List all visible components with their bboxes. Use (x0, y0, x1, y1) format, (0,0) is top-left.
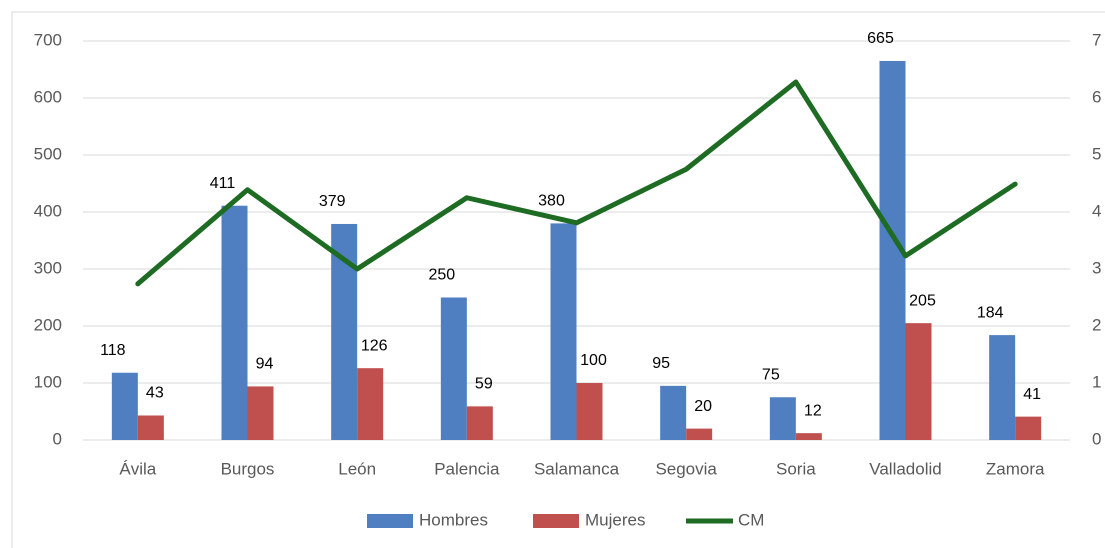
y-tick-label: 500 (34, 144, 62, 163)
bar (795, 433, 822, 440)
data-label: 250 (428, 267, 455, 284)
y2-tick-label: 1 (1092, 372, 1101, 391)
y-tick-label: 400 (34, 201, 62, 220)
legend-label: CM (738, 510, 764, 529)
x-tick-label: Zamora (986, 459, 1045, 478)
y2-tick-label: 6 (1092, 87, 1101, 106)
data-label: 12 (804, 402, 822, 419)
data-label: 205 (909, 292, 936, 309)
bar (686, 428, 713, 440)
data-label: 95 (652, 355, 670, 372)
data-label: 94 (256, 356, 274, 373)
y2-tick-label: 2 (1092, 315, 1101, 334)
y-tick-label: 100 (34, 372, 62, 391)
y2-tick-label: 0 (1092, 429, 1101, 448)
data-label: 59 (475, 376, 493, 393)
data-label: 118 (100, 342, 126, 359)
bar (989, 335, 1016, 440)
bar (221, 205, 248, 440)
x-tick-label: Palencia (434, 459, 500, 478)
y2-tick-label: 4 (1092, 201, 1101, 220)
x-tick-label: Segovia (655, 459, 717, 478)
data-label: 126 (361, 337, 388, 354)
legend-label: Mujeres (585, 510, 645, 529)
bar (550, 223, 577, 440)
bar (769, 397, 796, 440)
bar (331, 223, 358, 440)
x-tick-label: León (338, 459, 376, 478)
x-tick-label: Soria (776, 459, 816, 478)
data-label: 665 (867, 30, 894, 47)
bar (576, 383, 603, 440)
y2-tick-label: 7 (1092, 30, 1101, 49)
data-label: 100 (580, 352, 607, 369)
y2-tick-label: 3 (1092, 258, 1101, 277)
x-tick-label: Burgos (221, 459, 275, 478)
y-tick-label: 200 (34, 315, 62, 334)
y2-tick-label: 5 (1092, 144, 1101, 163)
bar (247, 386, 274, 440)
data-label: 43 (146, 385, 164, 402)
legend-swatch (533, 514, 579, 528)
bar (111, 372, 138, 440)
x-tick-label: Salamanca (534, 459, 620, 478)
data-label: 41 (1023, 386, 1041, 403)
bar (466, 406, 493, 440)
x-tick-label: Ávila (119, 459, 156, 478)
bar (357, 368, 384, 440)
line (135, 79, 1018, 287)
data-label: 184 (977, 304, 1004, 321)
legend-label: Hombres (419, 510, 488, 529)
data-label: 380 (538, 193, 565, 210)
data-label: 411 (210, 175, 236, 192)
y-tick-label: 300 (34, 258, 62, 277)
bar (905, 323, 932, 440)
data-label: 379 (319, 193, 346, 210)
legend-swatch (367, 514, 413, 528)
bar (660, 385, 687, 440)
bar (137, 415, 164, 440)
chart-frame (11, 11, 1105, 548)
y-tick-label: 700 (34, 30, 62, 49)
bar (440, 297, 467, 440)
x-tick-label: Valladolid (869, 459, 941, 478)
data-label: 75 (762, 366, 780, 383)
bar (1015, 416, 1042, 440)
y-tick-label: 0 (53, 429, 62, 448)
y-tick-label: 600 (34, 87, 62, 106)
data-label: 20 (694, 398, 712, 415)
